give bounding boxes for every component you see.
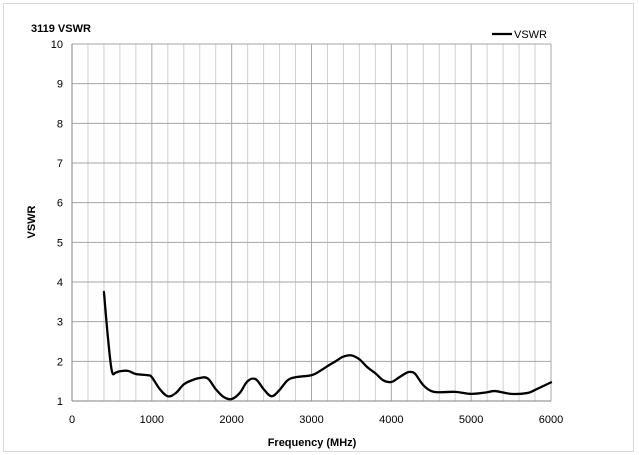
- y-tick-label: 4: [57, 277, 63, 289]
- x-tick-label: 3000: [299, 414, 323, 426]
- axis-layer: [71, 44, 551, 402]
- y-tick-label: 3: [57, 317, 63, 329]
- y-tick-label: 9: [57, 79, 63, 91]
- y-tick-label: 8: [57, 118, 63, 130]
- series-line-vswr: [102, 290, 553, 401]
- chart-title: 3119 VSWR: [31, 23, 91, 35]
- x-tick-label: 1000: [140, 414, 164, 426]
- chart-area: [3, 3, 634, 452]
- y-tick-label: 2: [57, 356, 63, 368]
- x-tick-label: 2000: [219, 414, 243, 426]
- y-tick-label: 7: [57, 158, 63, 170]
- y-tick-label: 6: [57, 198, 63, 210]
- label-layer: 1 2 3 4 5 6 7 8 9 10 0 1000 2000 3000 4000 5000 6000: [51, 39, 563, 426]
- series-layer: [102, 290, 553, 401]
- grid-layer: [71, 43, 552, 402]
- x-tick-label: 6000: [539, 414, 563, 426]
- legend-label-vswr: VSWR: [514, 29, 547, 41]
- x-tick-label: 0: [69, 414, 75, 426]
- x-axis-label: Frequency (MHz): [268, 437, 357, 449]
- y-tick-label: 1: [57, 396, 63, 408]
- y-axis-label: VSWR: [26, 205, 38, 238]
- y-tick-label: 10: [51, 39, 63, 51]
- y-tick-label: 5: [57, 237, 63, 249]
- x-tick-label: 4000: [379, 414, 403, 426]
- x-tick-label: 5000: [459, 414, 483, 426]
